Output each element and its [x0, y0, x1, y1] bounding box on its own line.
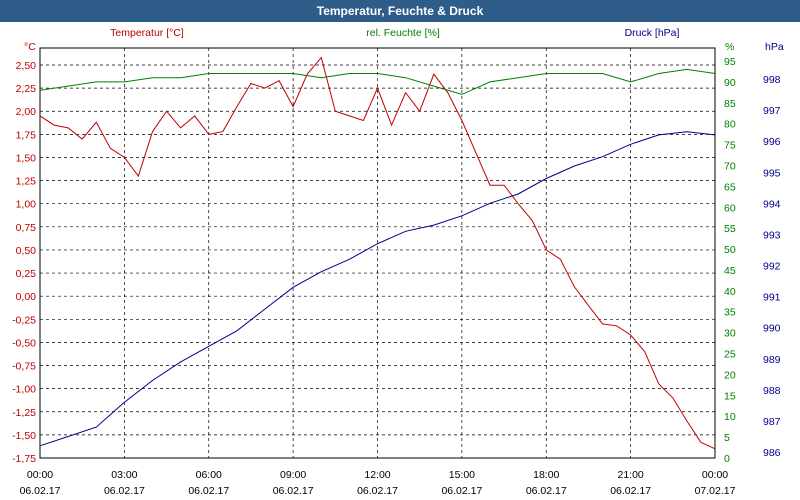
- tick-label-temperature: 2,50: [16, 60, 37, 72]
- chart-title: Temperatur, Feuchte & Druck: [0, 0, 800, 22]
- tick-label-pressure: 991: [763, 292, 781, 304]
- tick-label-temperature: 0,50: [16, 245, 37, 257]
- tick-label-pressure: 993: [763, 229, 781, 241]
- tick-label-humidity: 30: [724, 328, 736, 340]
- tick-label-pressure: 989: [763, 354, 781, 366]
- axis-label-pressure: Druck [hPa]: [625, 27, 680, 39]
- tick-label-humidity: 70: [724, 160, 736, 172]
- tick-label-pressure: 992: [763, 261, 781, 273]
- tick-label-date: 06.02.17: [273, 485, 314, 497]
- tick-label-humidity: 35: [724, 307, 736, 319]
- tick-label-humidity: 10: [724, 411, 736, 423]
- tick-label-humidity: 85: [724, 98, 736, 110]
- tick-label-temperature: -1,25: [12, 407, 36, 419]
- tick-label-time: 09:00: [280, 469, 306, 481]
- tick-label-humidity: 75: [724, 140, 736, 152]
- tick-label-temperature: 2,00: [16, 106, 37, 118]
- tick-label-pressure: 997: [763, 105, 781, 117]
- tick-label-humidity: 25: [724, 349, 736, 361]
- tick-label-time: 03:00: [111, 469, 137, 481]
- tick-label-temperature: -1,50: [12, 430, 36, 442]
- tick-label-pressure: 998: [763, 74, 781, 86]
- tick-label-temperature: 0,25: [16, 268, 37, 280]
- tick-label-temperature: 1,00: [16, 199, 37, 211]
- tick-label-pressure: 987: [763, 416, 781, 428]
- tick-label-temperature: 1,75: [16, 129, 37, 141]
- tick-label-temperature: -0,75: [12, 361, 36, 373]
- tick-label-humidity: 55: [724, 223, 736, 235]
- tick-label-temperature: -0,50: [12, 337, 36, 349]
- tick-label-date: 06.02.17: [20, 485, 61, 497]
- tick-label-time: 00:00: [27, 469, 53, 481]
- axis-unit-temperature: °C: [24, 41, 36, 53]
- tick-label-temperature: -0,25: [12, 314, 36, 326]
- tick-label-time: 18:00: [533, 469, 559, 481]
- tick-label-temperature: 0,75: [16, 222, 37, 234]
- tick-label-pressure: 996: [763, 136, 781, 148]
- tick-label-humidity: 20: [724, 369, 736, 381]
- temperature-line: [39, 56, 716, 450]
- tick-label-temperature: -1,00: [12, 384, 36, 396]
- axis-unit-humidity: %: [725, 41, 734, 53]
- tick-label-time: 12:00: [364, 469, 390, 481]
- tick-label-humidity: 50: [724, 244, 736, 256]
- tick-label-temperature: -1,75: [12, 453, 36, 465]
- tick-label-humidity: 0: [724, 453, 730, 465]
- axis-label-humidity: rel. Feuchte [%]: [366, 27, 440, 39]
- tick-label-time: 15:00: [449, 469, 475, 481]
- tick-label-pressure: 988: [763, 385, 781, 397]
- tick-label-humidity: 45: [724, 265, 736, 277]
- pressure-line: [39, 131, 716, 447]
- tick-label-date: 07.02.17: [695, 485, 736, 497]
- tick-label-time: 06:00: [196, 469, 222, 481]
- tick-label-temperature: 0,00: [16, 291, 37, 303]
- tick-label-humidity: 60: [724, 202, 736, 214]
- tick-label-pressure: 994: [763, 198, 781, 210]
- tick-label-humidity: 15: [724, 390, 736, 402]
- tick-label-humidity: 40: [724, 286, 736, 298]
- axis-unit-pressure: hPa: [765, 41, 784, 53]
- tick-label-humidity: 65: [724, 181, 736, 193]
- tick-label-temperature: 1,50: [16, 152, 37, 164]
- tick-label-humidity: 90: [724, 77, 736, 89]
- tick-label-time: 21:00: [617, 469, 643, 481]
- tick-label-date: 06.02.17: [188, 485, 229, 497]
- tick-label-date: 06.02.17: [441, 485, 482, 497]
- tick-label-temperature: 2,25: [16, 83, 37, 95]
- tick-label-date: 06.02.17: [357, 485, 398, 497]
- tick-label-temperature: 1,25: [16, 176, 37, 188]
- tick-label-date: 06.02.17: [610, 485, 651, 497]
- tick-label-date: 06.02.17: [526, 485, 567, 497]
- tick-label-time: 00:00: [702, 469, 728, 481]
- tick-label-pressure: 986: [763, 447, 781, 459]
- tick-label-humidity: 95: [724, 56, 736, 68]
- tick-label-humidity: 80: [724, 119, 736, 131]
- axis-label-temperature: Temperatur [°C]: [110, 27, 184, 39]
- tick-label-pressure: 990: [763, 323, 781, 335]
- tick-label-pressure: 995: [763, 167, 781, 179]
- tick-label-date: 06.02.17: [104, 485, 145, 497]
- tick-label-humidity: 5: [724, 432, 730, 444]
- humidity-line: [39, 68, 716, 95]
